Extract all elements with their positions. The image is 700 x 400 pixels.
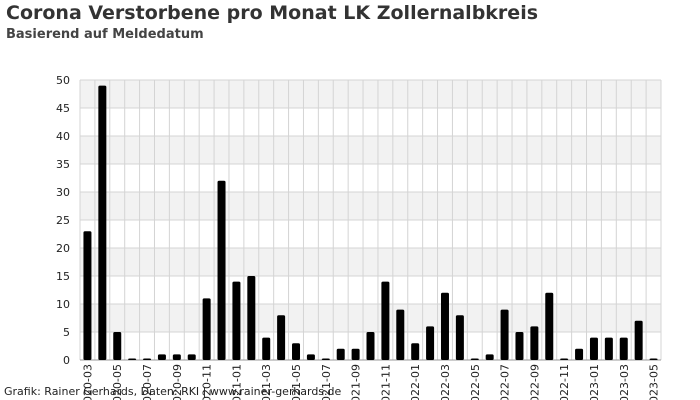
bar (515, 332, 523, 360)
bar (486, 354, 494, 360)
bar (322, 359, 330, 361)
bar (560, 359, 568, 361)
bar (575, 349, 583, 360)
bar (292, 343, 300, 360)
bar (128, 359, 136, 361)
y-axis-ticks: 0 5 10 15 20 25 30 35 40 45 50 (56, 74, 70, 367)
x-tick-label: 2023-05 (648, 364, 661, 400)
x-tick-label: 2023-01 (588, 364, 601, 400)
plot-band (80, 164, 661, 192)
plot-band (80, 108, 661, 136)
y-tick-label: 5 (63, 326, 70, 339)
bar (381, 282, 389, 360)
bar (113, 332, 121, 360)
bar (277, 315, 285, 360)
y-tick-label: 10 (56, 298, 70, 311)
source-credit: Grafik: Rainer Gerhards, Daten: RKI | ww… (4, 385, 341, 398)
x-tick-label: 2021-09 (350, 364, 363, 400)
bar (143, 359, 151, 361)
bar (590, 338, 598, 360)
bar (426, 326, 434, 360)
bar (337, 349, 345, 360)
bar (471, 359, 479, 361)
bar (396, 310, 404, 360)
bar (620, 338, 628, 360)
x-tick-label: 2022-07 (499, 364, 512, 400)
plot-band (80, 276, 661, 304)
bar (247, 276, 255, 360)
plot-band (80, 80, 661, 108)
plot-band (80, 304, 661, 332)
bar (352, 349, 360, 360)
bar (367, 332, 375, 360)
bar (232, 282, 240, 360)
bar (530, 326, 538, 360)
y-tick-label: 40 (56, 130, 70, 143)
bar (98, 86, 106, 360)
plot-band (80, 248, 661, 276)
plot-band (80, 192, 661, 220)
bar (605, 338, 613, 360)
bar (650, 359, 658, 361)
plot-band (80, 220, 661, 248)
y-tick-label: 15 (56, 270, 70, 283)
bar (307, 354, 315, 360)
x-tick-label: 2021-11 (379, 364, 392, 400)
y-tick-label: 0 (63, 354, 70, 367)
x-tick-label: 2022-05 (469, 364, 482, 400)
bar (262, 338, 270, 360)
plot-band (80, 136, 661, 164)
x-tick-label: 2022-01 (409, 364, 422, 400)
bar (203, 298, 211, 360)
x-tick-label: 2022-09 (528, 364, 541, 400)
x-tick-label: 2022-03 (439, 364, 452, 400)
bar (545, 293, 553, 360)
y-tick-label: 30 (56, 186, 70, 199)
bar (441, 293, 449, 360)
bar (635, 321, 643, 360)
bar (456, 315, 464, 360)
x-tick-label: 2022-11 (558, 364, 571, 400)
bar (158, 354, 166, 360)
bar (501, 310, 509, 360)
bar (218, 181, 226, 360)
y-tick-label: 45 (56, 102, 70, 115)
y-tick-label: 35 (56, 158, 70, 171)
bar (411, 343, 419, 360)
y-tick-label: 50 (56, 74, 70, 87)
x-tick-label: 2023-03 (618, 364, 631, 400)
y-tick-label: 25 (56, 214, 70, 227)
bar (188, 354, 196, 360)
bar (83, 231, 91, 360)
y-tick-label: 20 (56, 242, 70, 255)
bar (173, 354, 181, 360)
